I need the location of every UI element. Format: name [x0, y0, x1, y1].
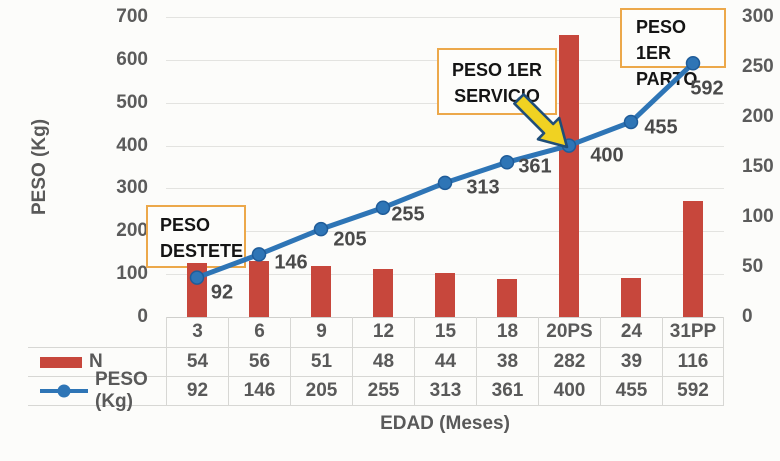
table-cell: 38	[476, 348, 538, 377]
data-point-6	[251, 247, 267, 262]
category-label: 31PP	[662, 317, 724, 348]
data-point-18	[499, 155, 515, 170]
gridline	[166, 17, 724, 18]
data-point-24	[623, 114, 639, 130]
legend-item-bars: N	[28, 348, 166, 377]
data-table: 3 6 9 12 15 18 20PS 24 31PP N 54 56 51 48 44 38 282 39 116…	[28, 317, 724, 412]
x-axis-line	[166, 317, 724, 318]
table-cell: 146	[228, 377, 290, 406]
table-cell: 205	[290, 377, 352, 406]
table-cell: 51	[290, 348, 352, 377]
category-label: 18	[476, 317, 538, 348]
bar-31PP	[683, 201, 703, 317]
table-cell: 48	[352, 348, 414, 377]
data-label-3: 92	[210, 281, 234, 304]
table-corner	[28, 317, 166, 348]
data-point-20PS	[561, 138, 577, 153]
table-cell: 255	[352, 377, 414, 406]
table-cell: 400	[538, 377, 600, 406]
left-axis-tick: 400	[116, 134, 148, 156]
left-axis-tick: 0	[137, 306, 148, 327]
data-label-15: 313	[466, 176, 500, 199]
bar-24	[621, 278, 641, 317]
data-label-9: 205	[333, 228, 367, 251]
data-point-31PP	[685, 56, 701, 71]
line-legend-swatch-icon	[40, 384, 88, 398]
left-axis-tick: 500	[116, 91, 148, 113]
category-label: 20PS	[538, 317, 600, 348]
right-axis-tick: 100	[742, 206, 774, 227]
data-label-6: 146	[274, 251, 308, 274]
right-axis-tick: 200	[742, 106, 774, 127]
right-axis-tick: 150	[742, 156, 774, 177]
table-cell: 313	[414, 377, 476, 406]
left-axis-tick: 200	[116, 220, 148, 242]
data-label-12: 255	[391, 203, 425, 226]
data-point-15	[437, 175, 453, 191]
data-point-12	[375, 200, 391, 215]
category-label: 6	[228, 317, 290, 348]
table-cell: 116	[662, 348, 724, 377]
data-label-18: 361	[518, 155, 552, 178]
plot-area: 92 146 205 255 313 361 400 455 592	[166, 17, 724, 318]
data-label-31PP: 592	[690, 77, 724, 100]
table-cell: 92	[166, 377, 228, 406]
category-label: 15	[414, 317, 476, 348]
bar-18	[497, 279, 517, 317]
x-axis-title: EDAD (Meses)	[380, 413, 510, 434]
annotation-line: PESO	[160, 215, 211, 235]
gridline	[166, 146, 724, 147]
legend-item-line: PESO (Kg)	[28, 369, 166, 412]
left-axis-tick: 100	[116, 263, 148, 285]
bar-9	[311, 266, 331, 317]
marker-dot-icon	[57, 384, 71, 398]
gridline	[166, 231, 724, 232]
table-cell: 39	[600, 348, 662, 377]
legend-label: N	[89, 351, 103, 372]
annotation-line: DESTETE	[160, 241, 244, 261]
table-cell: 56	[228, 348, 290, 377]
left-axis-tick: 700	[116, 6, 148, 27]
y-axis-title: PESO (Kg)	[29, 118, 50, 216]
bar-6	[249, 261, 269, 317]
data-label-20PS: 400	[590, 144, 624, 167]
bar-12	[373, 269, 393, 317]
right-axis-tick: 50	[742, 256, 764, 277]
legend-label: PESO (Kg)	[95, 369, 148, 412]
right-axis-tick: 0	[742, 306, 753, 327]
line-series	[189, 56, 701, 285]
table-cell: 592	[662, 377, 724, 406]
category-label: 12	[352, 317, 414, 348]
right-axis-tick: 250	[742, 56, 774, 77]
data-label-24: 455	[644, 116, 678, 139]
category-label: 3	[166, 317, 228, 348]
data-point-3	[189, 270, 205, 285]
left-axis-tick: 300	[116, 177, 148, 199]
table-cell: 54	[166, 348, 228, 377]
table-cell: 44	[414, 348, 476, 377]
bar-legend-swatch-icon	[40, 356, 82, 368]
category-label: 9	[290, 317, 352, 348]
category-label: 24	[600, 317, 662, 348]
annotation-line: PESO 1ER	[636, 17, 687, 63]
left-axis-tick: 600	[116, 48, 148, 70]
data-point-9	[313, 221, 329, 237]
bar-15	[435, 273, 455, 317]
right-axis-tick: 300	[742, 6, 774, 27]
annotation-peso-destete: PESO DESTETE	[146, 205, 246, 268]
table-cell: 282	[538, 348, 600, 377]
annotation-line: PESO 1ER	[451, 60, 543, 80]
table-cell: 361	[476, 377, 538, 406]
annotation-peso-1er-parto: PESO 1ER PARTO	[620, 8, 726, 89]
table-cell: 455	[600, 377, 662, 406]
